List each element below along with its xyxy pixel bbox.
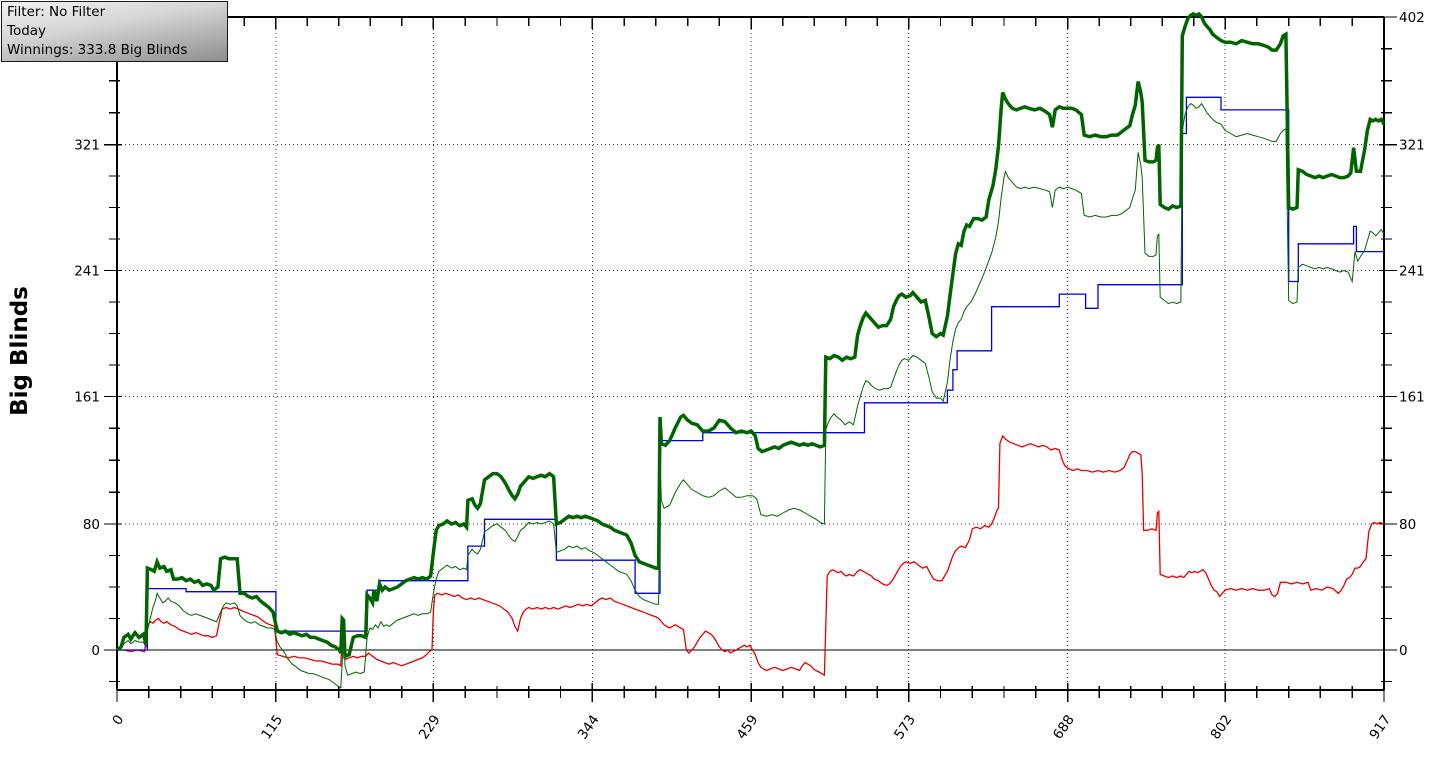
period-label: Today	[7, 23, 47, 39]
y-axis-left-label: 321	[74, 138, 100, 154]
y-axis-right-label: 402	[1399, 10, 1425, 26]
winnings-label: Winnings: 333.8 Big Blinds	[7, 42, 188, 58]
x-axis-label: 344	[575, 712, 603, 742]
y-axis-left-label: 161	[74, 389, 100, 405]
x-axis-label: 0	[109, 712, 127, 728]
thin-green-line	[116, 102, 1385, 689]
blue-line	[117, 96, 1384, 651]
y-axis-left-label: 241	[74, 264, 100, 280]
y-axis-right-label: 80	[1399, 517, 1416, 533]
x-axis-label: 802	[1207, 712, 1235, 742]
filter-info-box: Filter: No Filter Today Winnings: 333.8 …	[1, 1, 228, 62]
x-axis-label: 115	[258, 712, 286, 742]
y-axis-title: Big Blinds	[7, 286, 33, 416]
thick-green-line	[115, 11, 1386, 659]
filter-label: Filter: No Filter	[7, 4, 106, 20]
y-axis-right-label: 0	[1399, 643, 1408, 659]
red-line	[117, 434, 1385, 677]
x-axis-label: 688	[1050, 712, 1078, 742]
y-axis-left-label: 0	[91, 643, 100, 659]
y-axis-right-label: 321	[1399, 138, 1425, 154]
y-axis-right-label: 161	[1399, 389, 1425, 405]
x-axis-label: 459	[734, 712, 762, 742]
x-axis-label: 229	[416, 712, 444, 742]
y-axis-left-label: 80	[83, 517, 100, 533]
x-axis-label: 573	[891, 712, 919, 742]
x-axis-label: 917	[1366, 712, 1394, 742]
y-axis-right-label: 241	[1399, 264, 1425, 280]
